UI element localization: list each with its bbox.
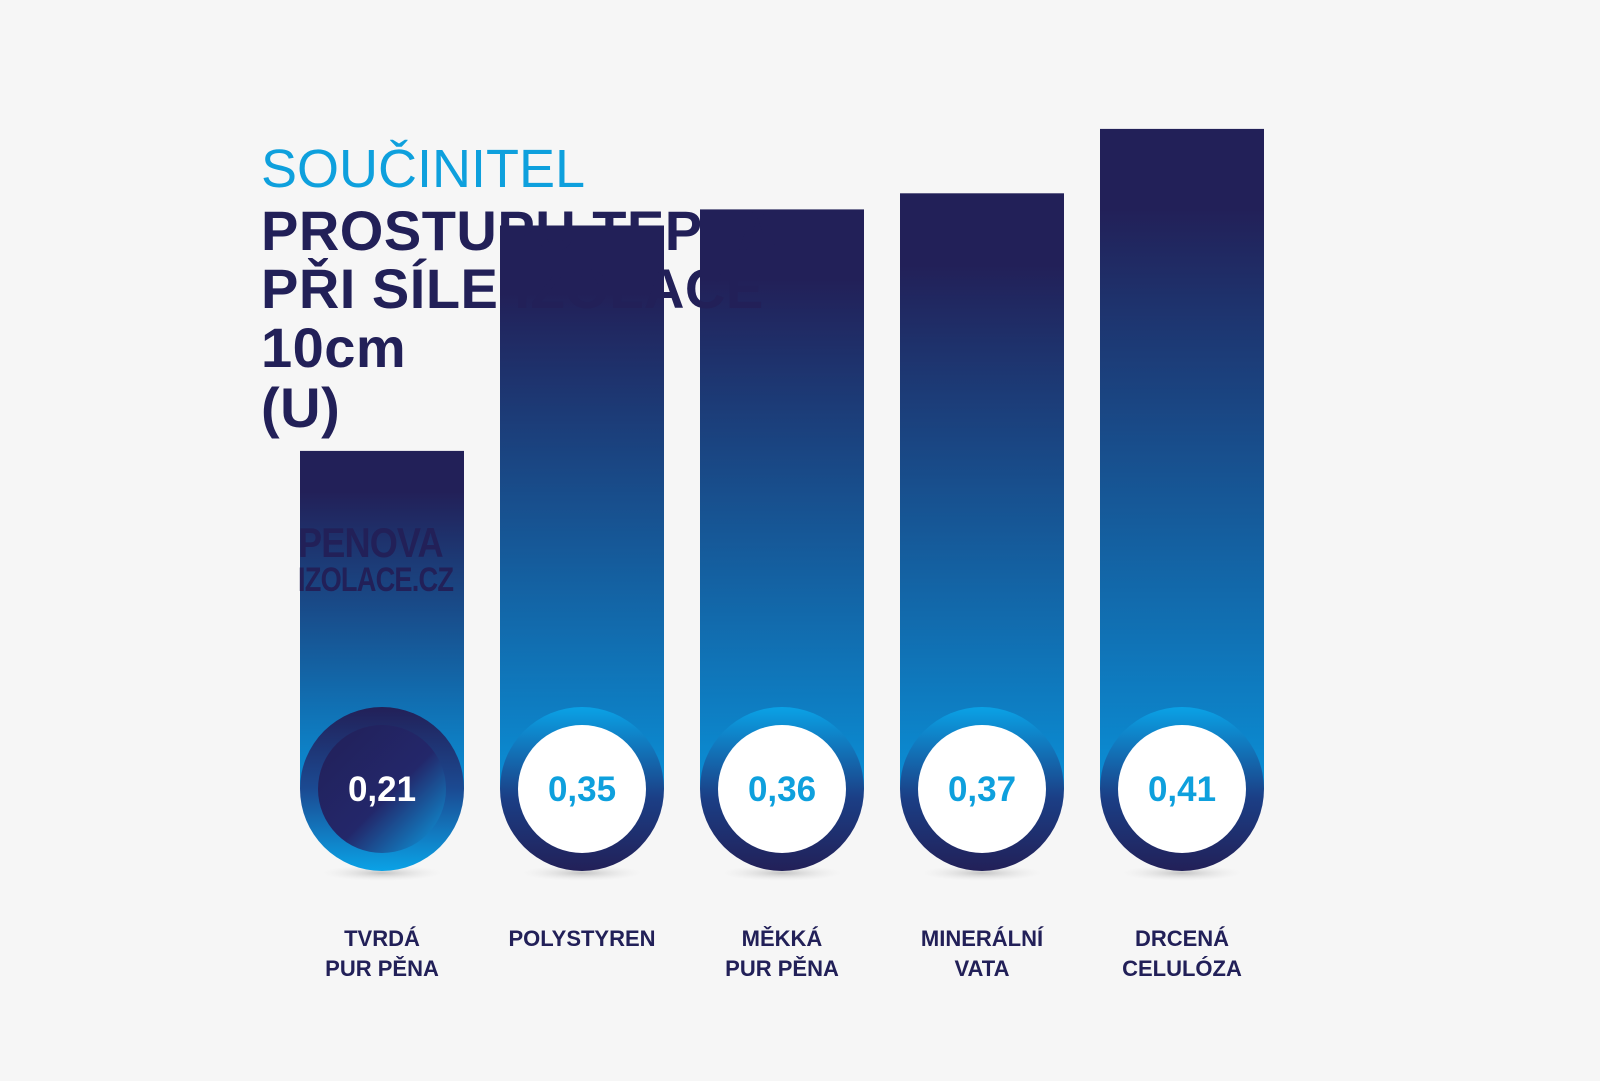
data-label: 0,21: [348, 770, 416, 809]
bar-shadow: [522, 865, 642, 881]
value-disc: [918, 725, 1046, 853]
chart-title-line-2: PROSTUPU TEPLA: [261, 199, 779, 262]
bar-shadow: [322, 865, 442, 881]
value-disc: [718, 725, 846, 853]
category-label: MĚKKÁ PUR PĚNA: [725, 926, 839, 981]
category-label: TVRDÁ PUR PĚNA: [325, 926, 439, 981]
category-label: POLYSTYREN: [508, 926, 656, 951]
bar-shadow: [722, 865, 842, 881]
brand-logo: PENOVA IZOLACE.CZ: [298, 519, 468, 599]
bar-shadow: [1122, 865, 1242, 881]
chart-title-line-1: SOUČINITEL: [261, 139, 586, 199]
data-label: 0,36: [748, 770, 816, 809]
bar: [1100, 128, 1264, 789]
category-label: DRCENÁ CELULÓZA: [1122, 926, 1242, 981]
value-disc: [518, 725, 646, 853]
data-label: 0,37: [948, 770, 1016, 809]
data-label: 0,41: [1148, 770, 1216, 809]
data-label: 0,35: [548, 770, 616, 809]
value-disc: [1118, 725, 1246, 853]
bar: [700, 209, 864, 789]
category-label: MINERÁLNÍ VATA: [920, 926, 1044, 981]
bar: [900, 193, 1064, 790]
bar: [500, 225, 664, 789]
logo-text-line-1: PENOVA: [298, 519, 444, 566]
logo-text-line-2: IZOLACE.CZ: [298, 561, 454, 599]
chart-title-line-4: 10cm: [261, 316, 407, 379]
bar-shadow: [922, 865, 1042, 881]
chart-title-line-3: PŘI SÍLE IZOLACE: [261, 257, 764, 320]
value-disc: [318, 725, 446, 853]
chart-title-line-5: (U): [261, 376, 341, 439]
